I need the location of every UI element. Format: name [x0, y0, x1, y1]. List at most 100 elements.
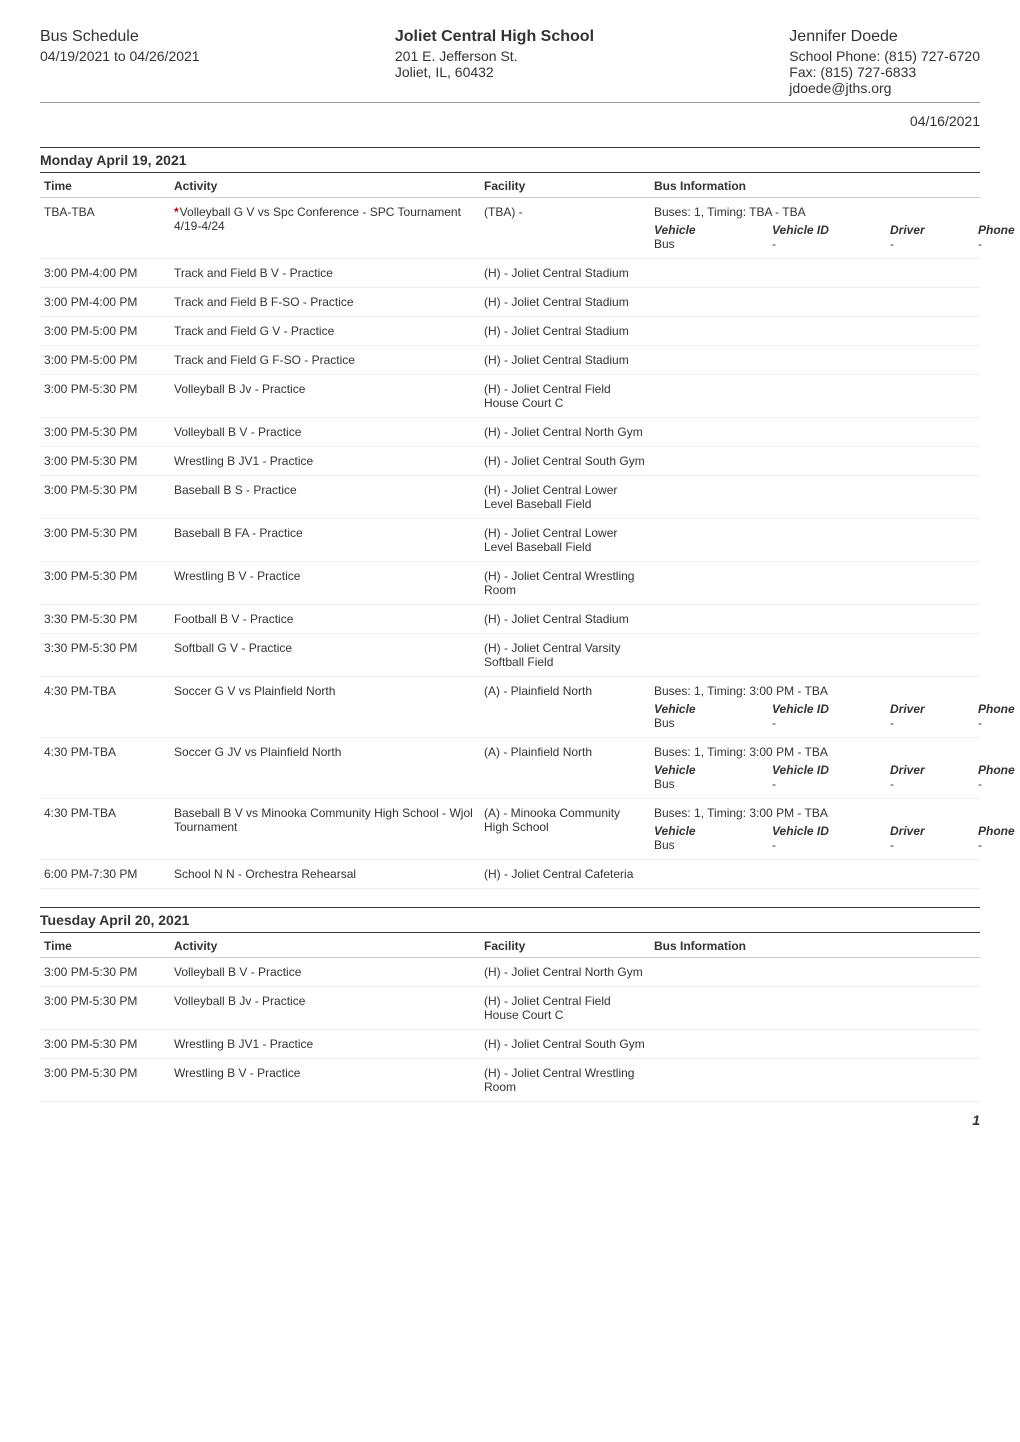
bus-detail-grid: VehicleVehicle IDDriverPhoneBus---: [654, 702, 976, 730]
contact-phone: School Phone: (815) 727-6720: [789, 48, 980, 64]
driver-header: Driver: [890, 763, 970, 777]
phone-header: Phone: [978, 223, 1020, 237]
vehicle-header: Vehicle: [654, 824, 764, 838]
bus-block: Buses: 1, Timing: 3:00 PM - TBAVehicleVe…: [654, 745, 976, 791]
table-row: 3:00 PM-4:00 PMTrack and Field B V - Pra…: [40, 259, 980, 288]
school-name: Joliet Central High School: [395, 28, 594, 46]
activity-text: School N N - Orchestra Rehearsal: [174, 867, 356, 881]
activity-cell: Softball G V - Practice: [170, 634, 480, 677]
time-cell: 3:00 PM-4:00 PM: [40, 259, 170, 288]
time-cell: 3:00 PM-5:00 PM: [40, 346, 170, 375]
doc-daterange: 04/19/2021 to 04/26/2021: [40, 48, 200, 64]
table-row: 3:00 PM-5:30 PMBaseball B S - Practice(H…: [40, 476, 980, 519]
vehicle-id-header: Vehicle ID: [772, 223, 882, 237]
busline-cell: [650, 476, 980, 519]
driver-value: -: [890, 777, 970, 791]
busline-cell: Buses: 1, Timing: 3:00 PM - TBAVehicleVe…: [650, 799, 980, 860]
busline-cell: [650, 1059, 980, 1102]
time-cell: 4:30 PM-TBA: [40, 677, 170, 738]
header-center-block: Joliet Central High School 201 E. Jeffer…: [395, 28, 594, 96]
time-cell: 3:00 PM-5:30 PM: [40, 1030, 170, 1059]
activity-cell: *Volleyball G V vs Spc Conference - SPC …: [170, 198, 480, 259]
facility-cell: (H) - Joliet Central Wrestling Room: [480, 1059, 650, 1102]
page-header: Bus Schedule 04/19/2021 to 04/26/2021 Jo…: [40, 28, 980, 103]
activity-cell: Track and Field G V - Practice: [170, 317, 480, 346]
table-row: TBA-TBA*Volleyball G V vs Spc Conference…: [40, 198, 980, 259]
contact-name: Jennifer Doede: [789, 28, 980, 46]
vehicle-id-header: Vehicle ID: [772, 824, 882, 838]
time-cell: 6:00 PM-7:30 PM: [40, 860, 170, 889]
activity-cell: Track and Field B V - Practice: [170, 259, 480, 288]
time-cell: 3:00 PM-5:30 PM: [40, 418, 170, 447]
busline-cell: Buses: 1, Timing: 3:00 PM - TBA VehicleVe…: [650, 677, 980, 738]
activity-cell: Volleyball B V - Practice: [170, 418, 480, 447]
activity-cell: Wrestling B JV1 - Practice: [170, 1030, 480, 1059]
bus-block: Buses: 1, Timing: TBA - TBAVehicleVehicl…: [654, 205, 976, 251]
schedule-table: TimeActivityFacilityBus InformationTBA-T…: [40, 175, 980, 889]
facility-cell: (H) - Joliet Central Field House Court C: [480, 987, 650, 1030]
activity-cell: Football B V - Practice: [170, 605, 480, 634]
doc-title: Bus Schedule: [40, 28, 200, 46]
activity-cell: Soccer G V vs Plainfield North: [170, 677, 480, 738]
vehicle-id-value: -: [772, 716, 882, 730]
activity-cell: Baseball B V vs Minooka Community High S…: [170, 799, 480, 860]
busline-cell: [650, 1030, 980, 1059]
activity-text: Wrestling B V - Practice: [174, 569, 300, 583]
time-cell: 4:30 PM-TBA: [40, 799, 170, 860]
activity-cell: Volleyball B V - Practice: [170, 958, 480, 987]
time-cell: TBA-TBA: [40, 198, 170, 259]
facility-header: Facility: [480, 175, 650, 198]
time-cell: 3:00 PM-5:30 PM: [40, 1059, 170, 1102]
table-row: 3:00 PM-5:30 PMWrestling B V - Practice(…: [40, 1059, 980, 1102]
time-cell: 3:00 PM-5:30 PM: [40, 519, 170, 562]
bus-summary: Buses: 1, Timing: 3:00 PM - TBA: [654, 684, 976, 698]
facility-cell: (H) - Joliet Central Stadium: [480, 346, 650, 375]
driver-value: -: [890, 716, 970, 730]
activity-text: Softball G V - Practice: [174, 641, 292, 655]
vehicle-id-value: -: [772, 777, 882, 791]
activity-text: Soccer G V vs Plainfield North: [174, 684, 335, 698]
day-heading: Tuesday April 20, 2021: [40, 907, 980, 933]
facility-cell: (H) - Joliet Central Stadium: [480, 605, 650, 634]
facility-cell: (H) - Joliet Central Varsity Softball Fi…: [480, 634, 650, 677]
table-row: 4:30 PM-TBABaseball B V vs Minooka Commu…: [40, 799, 980, 860]
facility-cell: (H) - Joliet Central North Gym: [480, 958, 650, 987]
facility-cell: (H) - Joliet Central Cafeteria: [480, 860, 650, 889]
vehicle-value: Bus: [654, 777, 764, 791]
time-cell: 3:30 PM-5:30 PM: [40, 605, 170, 634]
schedule-body: Monday April 19, 2021TimeActivityFacilit…: [40, 147, 980, 1102]
day-heading: Monday April 19, 2021: [40, 147, 980, 173]
bus-block: Buses: 1, Timing: 3:00 PM - TBA VehicleVe…: [654, 684, 976, 730]
busline-cell: [650, 519, 980, 562]
facility-cell: (A) - Minooka Community High School: [480, 799, 650, 860]
activity-cell: Wrestling B V - Practice: [170, 562, 480, 605]
table-row: 3:00 PM-5:30 PMVolleyball B Jv - Practic…: [40, 987, 980, 1030]
facility-cell: (A) - Plainfield North: [480, 738, 650, 799]
driver-header: Driver: [890, 223, 970, 237]
vehicle-id-value: -: [772, 838, 882, 852]
busline-cell: [650, 418, 980, 447]
activity-text: Baseball B V vs Minooka Community High S…: [174, 806, 473, 834]
time-cell: 3:30 PM-5:30 PM: [40, 634, 170, 677]
busline-cell: [650, 634, 980, 677]
contact-fax: Fax: (815) 727-6833: [789, 64, 980, 80]
busline-cell: Buses: 1, Timing: 3:00 PM - TBAVehicleVe…: [650, 738, 980, 799]
activity-text: Volleyball B V - Practice: [174, 965, 301, 979]
activity-cell: Baseball B FA - Practice: [170, 519, 480, 562]
time-header: Time: [40, 175, 170, 198]
driver-value: -: [890, 838, 970, 852]
facility-cell: (H) - Joliet Central Stadium: [480, 259, 650, 288]
header-right-block: Jennifer Doede School Phone: (815) 727-6…: [789, 28, 980, 96]
activity-text: Wrestling B JV1 - Practice: [174, 1037, 313, 1051]
time-header: Time: [40, 935, 170, 958]
time-cell: 4:30 PM-TBA: [40, 738, 170, 799]
activity-text: Football B V - Practice: [174, 612, 293, 626]
facility-cell: (H) - Joliet Central Lower Level Basebal…: [480, 476, 650, 519]
phone-value: -: [978, 716, 1020, 730]
time-cell: 3:00 PM-5:30 PM: [40, 562, 170, 605]
facility-cell: (H) - Joliet Central North Gym: [480, 418, 650, 447]
activity-text: Track and Field G F-SO - Practice: [174, 353, 355, 367]
activity-cell: Wrestling B V - Practice: [170, 1059, 480, 1102]
table-row: 4:30 PM-TBASoccer G JV vs Plainfield Nor…: [40, 738, 980, 799]
activity-text: Volleyball G V vs Spc Conference - SPC T…: [174, 205, 461, 233]
